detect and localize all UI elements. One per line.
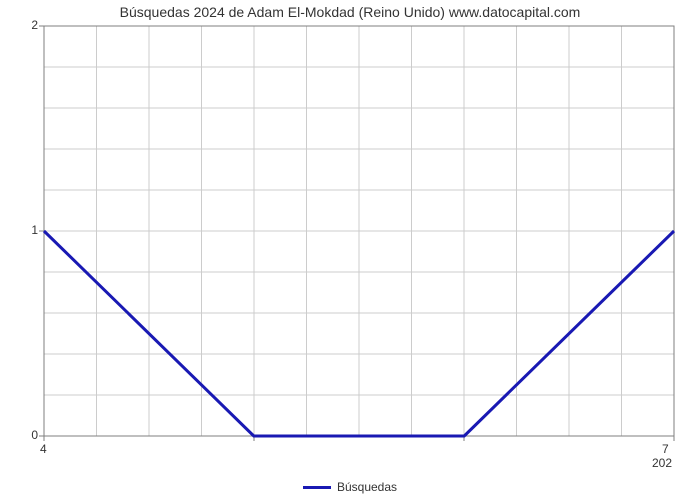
x-tick-label-left: 4 (40, 442, 47, 456)
y-tick-label-0: 0 (14, 428, 38, 442)
chart-svg (0, 0, 700, 500)
chart-container: Búsquedas 2024 de Adam El-Mokdad (Reino … (0, 0, 700, 500)
legend-swatch (303, 486, 331, 489)
y-tick-label-2: 2 (14, 18, 38, 32)
chart-title: Búsquedas 2024 de Adam El-Mokdad (Reino … (0, 4, 700, 20)
x-tick-label-right-bot: 202 (652, 456, 672, 470)
legend: Búsquedas (0, 480, 700, 494)
x-tick-label-right-top: 7 (662, 442, 669, 456)
y-tick-label-1: 1 (14, 223, 38, 237)
legend-label: Búsquedas (337, 480, 397, 494)
